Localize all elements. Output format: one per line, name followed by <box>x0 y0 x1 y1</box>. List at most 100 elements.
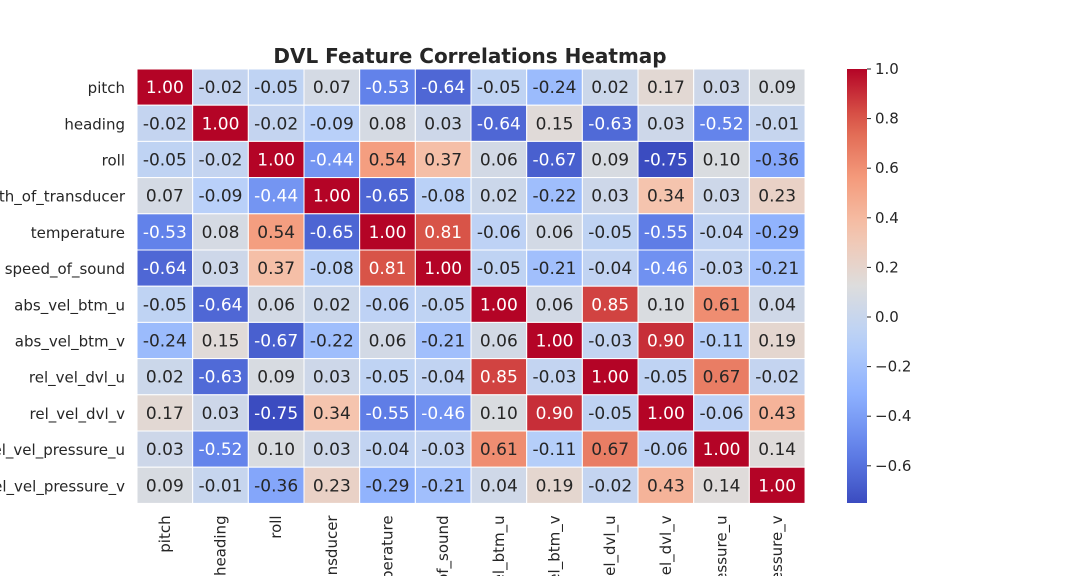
row-tick-label: speed_of_sound <box>5 260 125 279</box>
heatmap-cell <box>136 285 194 323</box>
row-tick-label: rel_vel_pressure_u <box>0 441 125 460</box>
heatmap-cell-label: -0.03 <box>588 332 632 352</box>
heatmap-cell <box>748 177 806 215</box>
heatmap-cell-labels: 1.00 -0.02 -0.05 0.07 -0.53 -0.64 -0.05 -0.24 0.… <box>143 78 799 496</box>
heatmap-cell <box>414 430 472 468</box>
row-tick-label: abs_vel_btm_v <box>15 333 125 352</box>
heatmap-cell-label: 0.19 <box>536 476 574 496</box>
heatmap-cell-label: 0.10 <box>647 295 685 315</box>
column-tick-labels: pitch heading roll depth_of_transducer tempe… <box>156 515 787 576</box>
heatmap-cell <box>693 466 750 504</box>
heatmap-cell-label: -0.06 <box>366 295 410 315</box>
heatmap-cell <box>414 177 472 215</box>
heatmap-cell-label: 0.17 <box>647 78 685 98</box>
heatmap-cell <box>581 430 639 468</box>
heatmap-cell <box>359 466 416 504</box>
heatmap-cell-label: -0.11 <box>700 332 744 352</box>
heatmap-cell-label: 0.34 <box>647 187 685 207</box>
heatmap-cell <box>303 177 361 215</box>
heatmap-cell-label: -0.29 <box>755 223 799 243</box>
heatmap-cell <box>693 321 750 360</box>
heatmap-cell-label: -0.05 <box>477 259 521 279</box>
heatmap-cell-label: -0.22 <box>533 187 577 207</box>
row-tick-labels: pitch heading roll depth_of_transducertempe… <box>0 79 126 496</box>
heatmap-cells <box>136 68 806 504</box>
heatmap-cell <box>470 285 528 323</box>
heatmap-cell-label: -0.05 <box>477 78 521 98</box>
heatmap-cell-label: -0.64 <box>421 78 465 98</box>
heatmap-cell <box>414 249 472 287</box>
heatmap-cell <box>192 430 249 468</box>
heatmap-cell <box>693 430 750 468</box>
heatmap-cell <box>748 285 806 323</box>
heatmap-cell <box>359 213 416 251</box>
heatmap-cell <box>192 68 249 106</box>
heatmap-cell-label: 0.09 <box>758 78 796 98</box>
heatmap-cell-label: -0.03 <box>533 368 577 388</box>
heatmap-cell <box>637 68 695 106</box>
colorbar-tick-label: −0.4 <box>875 407 911 425</box>
heatmap-cell <box>637 177 695 215</box>
heatmap-cell <box>247 321 305 360</box>
heatmap-cell-label: -0.03 <box>700 259 744 279</box>
heatmap-cell-label: 0.07 <box>146 187 184 207</box>
heatmap-cell-label: -0.04 <box>700 223 744 243</box>
heatmap-cell <box>637 466 695 504</box>
column-tick-label: rel_vel_pressure_v <box>768 515 787 576</box>
heatmap-cell-label: 0.43 <box>647 476 685 496</box>
heatmap-cell <box>303 285 361 323</box>
heatmap-cell <box>359 394 416 432</box>
column-tick-label: abs_vel_btm_v <box>546 515 565 576</box>
heatmap-cell <box>136 321 194 360</box>
heatmap-cell <box>192 394 249 432</box>
heatmap-cell-label: -0.21 <box>421 332 465 352</box>
heatmap-cell-label: -0.65 <box>366 187 410 207</box>
colorbar-tick-label: 0.4 <box>875 209 899 227</box>
colorbar-tick-label: 0.0 <box>875 308 899 326</box>
heatmap-cell-label: -0.02 <box>254 114 298 134</box>
heatmap-cell-label: 0.03 <box>313 368 351 388</box>
heatmap-cell-label: 0.04 <box>480 476 518 496</box>
heatmap-cell-label: -0.08 <box>310 259 354 279</box>
heatmap-cell-label: 0.37 <box>424 151 462 171</box>
heatmap-cell-label: -0.01 <box>755 114 799 134</box>
heatmap-cell <box>637 394 695 432</box>
heatmap-cell-label: 0.08 <box>202 223 240 243</box>
heatmap-cell-label: -0.01 <box>199 476 243 496</box>
column-tick-label: rel_vel_dvl_u <box>601 515 620 576</box>
row-tick-label: temperature <box>31 224 125 242</box>
heatmap-cell-label: -0.64 <box>477 114 521 134</box>
heatmap-cell-label: -0.05 <box>366 368 410 388</box>
column-tick-label: rel_vel_dvl_v <box>657 515 676 576</box>
row-tick-label: pitch <box>88 79 125 97</box>
heatmap-cell-label: 0.03 <box>703 78 741 98</box>
heatmap-cell-label: -0.04 <box>421 368 465 388</box>
heatmap-cell-label: 1.00 <box>369 223 407 243</box>
heatmap-cell <box>136 249 194 287</box>
heatmap-cell-label: 0.10 <box>703 151 741 171</box>
heatmap-cell-label: 1.00 <box>424 259 462 279</box>
heatmap-cell <box>414 285 472 323</box>
row-tick-label: abs_vel_btm_u <box>14 296 125 315</box>
column-tick-label: pitch <box>156 515 174 552</box>
heatmap-cell-label: -0.46 <box>421 404 465 424</box>
row-tick-label: rel_vel_pressure_v <box>0 477 125 496</box>
heatmap-cell-label: 0.10 <box>480 404 518 424</box>
heatmap-cell-label: 0.54 <box>369 151 407 171</box>
colorbar-ticks: 1.0 0.8 0.6 0.4 0.2 0.0 −0.2 −0.4 −0.6 <box>867 60 911 475</box>
heatmap-cell-label: 1.00 <box>202 114 240 134</box>
column-tick-label: speed_of_sound <box>434 515 453 576</box>
heatmap-cell <box>470 466 528 504</box>
heatmap-cell-label: 0.14 <box>703 476 741 496</box>
heatmap-cell <box>470 140 528 179</box>
heatmap-cell <box>359 285 416 323</box>
heatmap-cell <box>581 177 639 215</box>
heatmap-cell-label: -0.67 <box>254 332 298 352</box>
heatmap-cell <box>581 358 639 396</box>
heatmap-cell <box>303 358 361 396</box>
colorbar <box>847 69 867 503</box>
heatmap-cell <box>526 394 583 432</box>
heatmap-cell-label: -0.05 <box>254 78 298 98</box>
row-tick-label: rel_vel_dvl_v <box>30 405 126 424</box>
heatmap-cell <box>637 104 695 142</box>
